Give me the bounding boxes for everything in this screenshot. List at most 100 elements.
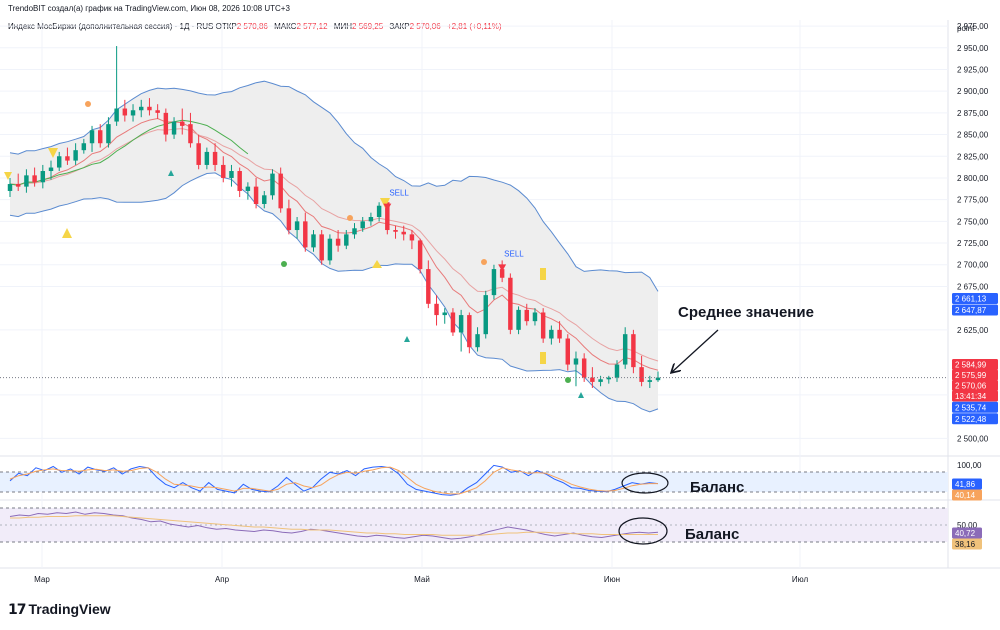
candle[interactable] [352, 223, 357, 239]
candle[interactable] [614, 360, 620, 382]
candlestick-series[interactable] [7, 46, 661, 388]
candle[interactable] [56, 151, 62, 172]
candle[interactable] [171, 117, 177, 139]
candle[interactable] [262, 190, 267, 209]
candle[interactable] [622, 327, 628, 369]
candle[interactable] [393, 225, 398, 239]
rsi-line[interactable] [9, 511, 659, 540]
candle[interactable] [491, 264, 497, 300]
candle[interactable] [180, 108, 185, 135]
candle[interactable] [434, 295, 439, 326]
candle[interactable] [344, 230, 349, 250]
candle[interactable] [524, 303, 529, 326]
candle[interactable] [81, 138, 87, 154]
candle[interactable] [237, 167, 242, 198]
price-tag: 2 647,87 [952, 304, 998, 316]
ema-line-slow[interactable] [9, 128, 659, 362]
candle[interactable] [467, 312, 472, 354]
candle[interactable] [590, 367, 595, 388]
candle[interactable] [65, 147, 70, 165]
candle-body [204, 151, 210, 165]
candle[interactable] [221, 156, 226, 183]
candle[interactable] [360, 217, 365, 232]
candle[interactable] [557, 321, 562, 343]
candle[interactable] [212, 143, 218, 172]
candle[interactable] [458, 309, 464, 352]
time-tick-label: Май [414, 575, 430, 584]
candle[interactable] [565, 334, 570, 371]
candle[interactable] [294, 217, 300, 239]
candle[interactable] [311, 230, 316, 252]
candle[interactable] [368, 212, 374, 226]
ema-line[interactable] [9, 117, 659, 371]
candle[interactable] [24, 169, 29, 193]
candle-body [393, 230, 398, 232]
candle[interactable] [401, 225, 406, 241]
signal-dot [281, 261, 287, 267]
sma-line[interactable] [9, 119, 249, 186]
candle[interactable] [606, 375, 612, 384]
bollinger-lower-band[interactable] [9, 172, 659, 413]
candle[interactable] [229, 164, 234, 187]
candle[interactable] [114, 46, 119, 126]
candle[interactable] [655, 371, 661, 382]
candle[interactable] [327, 234, 333, 265]
price-tag-label: 2 647,87 [955, 306, 987, 315]
candle[interactable] [540, 308, 546, 343]
candle[interactable] [139, 99, 144, 118]
candle[interactable] [442, 308, 447, 324]
candle[interactable] [73, 143, 78, 165]
candle[interactable] [483, 290, 488, 339]
candle[interactable] [639, 355, 644, 387]
candle[interactable] [188, 112, 193, 148]
candle[interactable] [122, 99, 128, 122]
candle[interactable] [426, 260, 431, 309]
candle-body [278, 173, 283, 209]
candle[interactable] [98, 124, 103, 148]
candle[interactable] [549, 325, 554, 345]
candle[interactable] [15, 173, 21, 191]
candle[interactable] [376, 202, 382, 222]
candle[interactable] [155, 104, 160, 119]
candle[interactable] [335, 230, 341, 252]
candle[interactable] [647, 375, 653, 388]
candle[interactable] [7, 177, 13, 198]
price-tag-label: 2 535,74 [955, 403, 987, 412]
candle[interactable] [581, 353, 587, 382]
candle[interactable] [631, 329, 636, 374]
candle[interactable] [163, 108, 169, 142]
signal-dot [347, 215, 353, 221]
candle-body [360, 221, 365, 229]
stoch-d-line[interactable] [9, 466, 658, 495]
price-tag: 2 661,13 [952, 292, 998, 304]
candle[interactable] [106, 117, 111, 148]
candle[interactable] [303, 212, 308, 252]
candle[interactable] [278, 167, 283, 213]
candle[interactable] [417, 238, 423, 274]
candle[interactable] [245, 182, 251, 200]
candle[interactable] [130, 104, 136, 122]
candle[interactable] [573, 351, 579, 387]
candle[interactable] [516, 306, 521, 335]
candle[interactable] [286, 199, 292, 235]
candle[interactable] [89, 125, 95, 152]
candle-body [540, 312, 546, 339]
candle[interactable] [48, 160, 54, 180]
candle[interactable] [147, 98, 152, 116]
candle[interactable] [40, 164, 46, 189]
tradingview-brand[interactable]: 17 TradingView [8, 601, 111, 618]
price-tag-bg [952, 401, 998, 413]
candle[interactable] [319, 230, 324, 265]
candle[interactable] [409, 230, 415, 250]
candle[interactable] [270, 169, 275, 200]
candle[interactable] [32, 167, 37, 187]
candle[interactable] [253, 177, 259, 209]
candle[interactable] [508, 273, 513, 335]
candle[interactable] [532, 308, 538, 326]
candle[interactable] [204, 147, 210, 170]
candle[interactable] [196, 134, 201, 170]
rsi-ma-line[interactable] [10, 515, 658, 536]
candle[interactable] [450, 308, 456, 336]
candle[interactable] [475, 327, 480, 352]
